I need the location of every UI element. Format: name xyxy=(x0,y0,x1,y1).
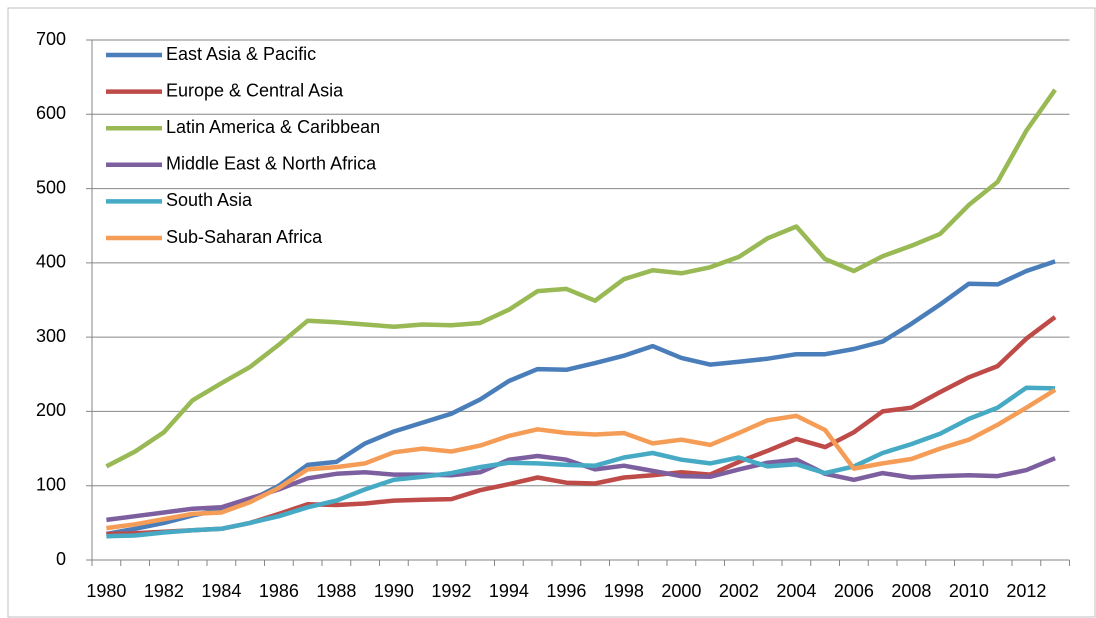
x-tick-label: 1994 xyxy=(489,581,529,601)
y-tick-label: 100 xyxy=(36,474,66,494)
x-tick-label: 1986 xyxy=(259,581,299,601)
y-tick-label: 400 xyxy=(36,252,66,272)
x-tick-label: 2012 xyxy=(1006,581,1046,601)
x-tick-label: 1982 xyxy=(144,581,184,601)
y-tick-label: 600 xyxy=(36,103,66,123)
x-tick-label: 2008 xyxy=(891,581,931,601)
x-tick-label: 2006 xyxy=(834,581,874,601)
y-tick-label: 500 xyxy=(36,177,66,197)
legend-label: Latin America & Caribbean xyxy=(166,117,380,137)
legend-label: Sub-Saharan Africa xyxy=(166,227,323,247)
x-tick-label: 1992 xyxy=(431,581,471,601)
series-line xyxy=(105,88,1057,469)
x-tick-label: 1988 xyxy=(316,581,356,601)
x-tick-label: 1980 xyxy=(86,581,126,601)
legend-label: Middle East & North Africa xyxy=(166,154,377,174)
y-tick-label: 700 xyxy=(36,29,66,49)
x-tick-label: 1996 xyxy=(546,581,586,601)
legend-label: Europe & Central Asia xyxy=(166,80,344,100)
series-line xyxy=(106,385,1056,539)
x-tick-label: 2002 xyxy=(719,581,759,601)
series-line xyxy=(106,387,1057,531)
legend-label: South Asia xyxy=(166,190,253,210)
x-tick-label: 2000 xyxy=(661,581,701,601)
y-tick-label: 300 xyxy=(36,326,66,346)
x-tick-label: 1984 xyxy=(201,581,241,601)
x-tick-label: 1998 xyxy=(604,581,644,601)
x-tick-label: 1990 xyxy=(374,581,414,601)
y-tick-label: 0 xyxy=(56,549,66,569)
x-tick-label: 2004 xyxy=(776,581,816,601)
legend-label: East Asia & Pacific xyxy=(166,44,316,64)
x-tick-label: 2010 xyxy=(949,581,989,601)
y-tick-label: 200 xyxy=(36,400,66,420)
